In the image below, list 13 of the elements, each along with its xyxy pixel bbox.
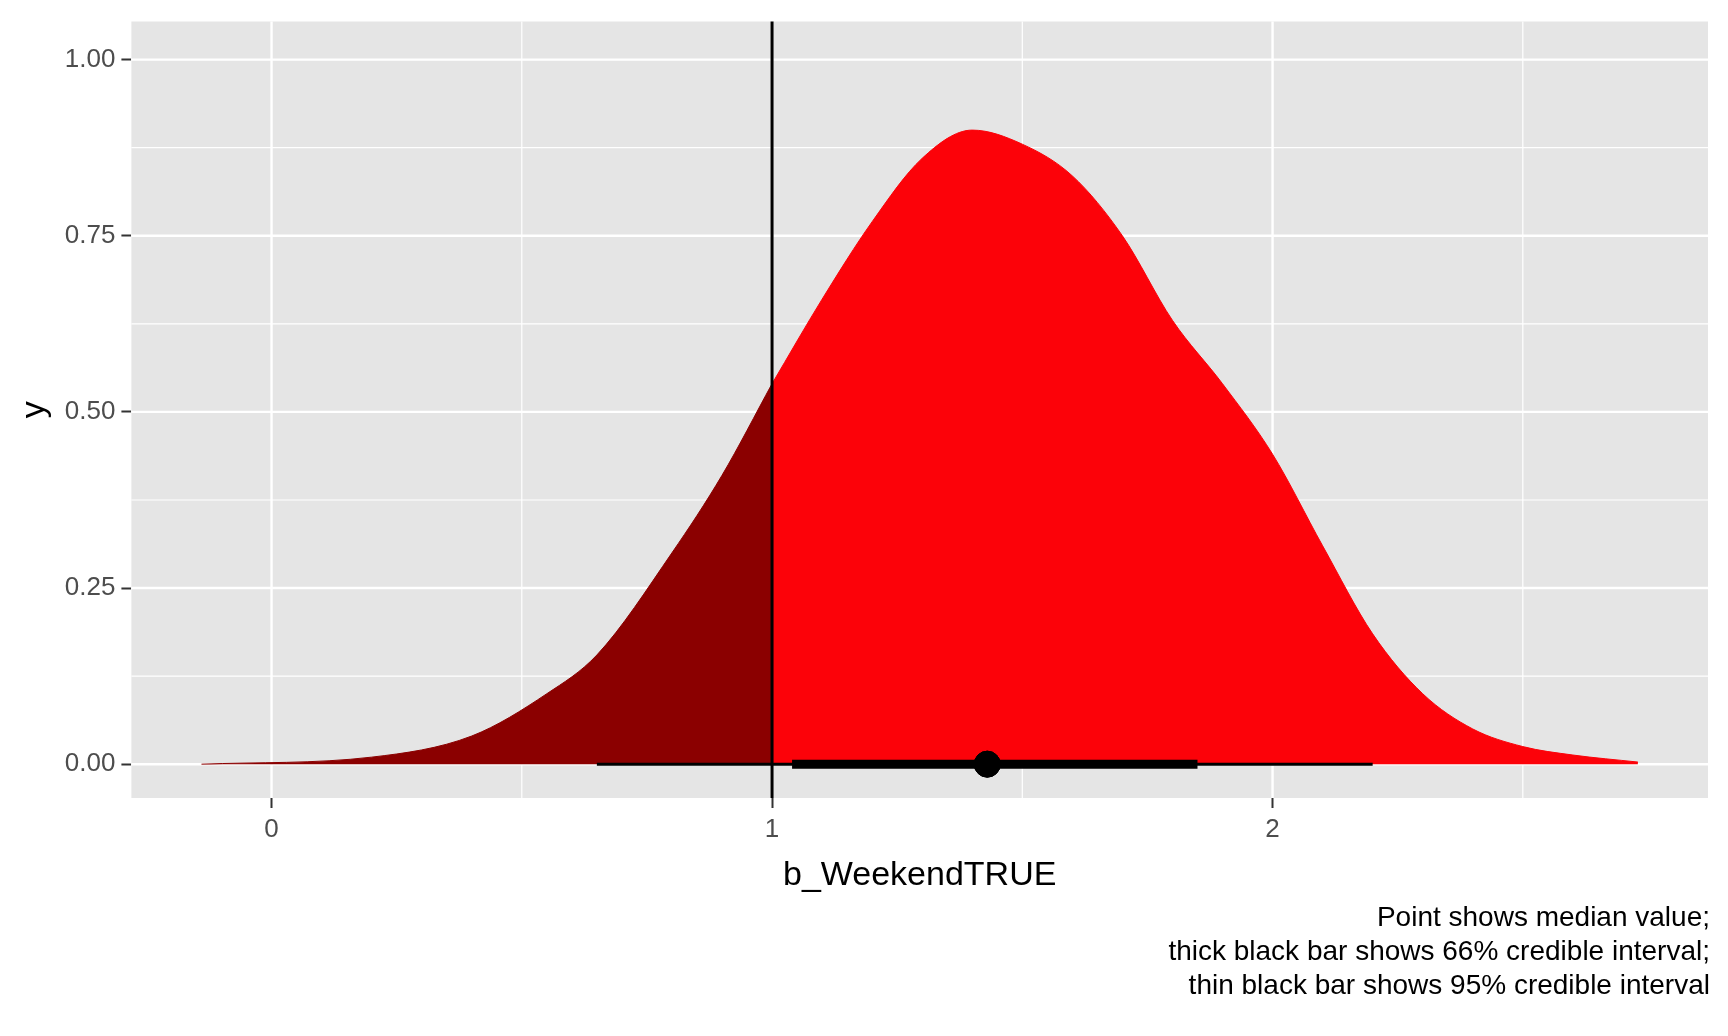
x-tick-label: 0 — [264, 812, 279, 843]
text: thin black bar shows 95% credible interval — [1187, 968, 1710, 1002]
y-tick-label: 0.50 — [64, 395, 116, 426]
text: thick black bar shows 66% credible interval; — [1168, 934, 1710, 968]
y-tick-label: 0.00 — [64, 747, 116, 778]
x-axis-title: b_WeekendTRUE — [783, 853, 1057, 892]
x-tick-label: 2 — [1265, 812, 1280, 843]
y-axis-title: y — [12, 401, 51, 419]
y-tick-label: 1.00 — [64, 42, 116, 73]
y-tick-label: 0.75 — [64, 218, 116, 249]
y-tick-label: 0.25 — [64, 571, 116, 602]
x-tick-label: 1 — [764, 812, 780, 843]
text: Point shows median value; — [1375, 900, 1710, 934]
